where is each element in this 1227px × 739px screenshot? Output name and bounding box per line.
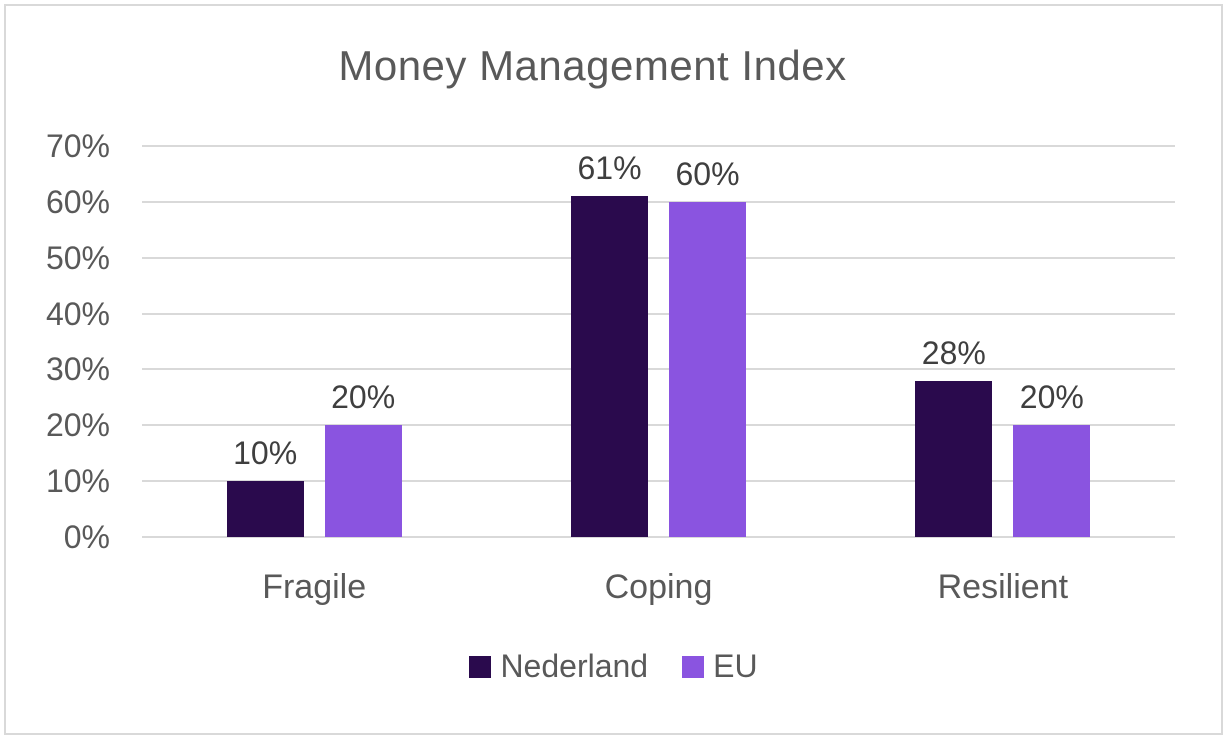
x-axis-label-Coping: Coping <box>604 568 713 606</box>
gridline-20% <box>142 424 1175 427</box>
data-label-EU-Coping: 60% <box>675 155 740 192</box>
legend-item-EU: EU <box>682 648 758 685</box>
bar-Nederland-Coping <box>571 196 648 537</box>
data-label-EU-Resilient: 20% <box>1019 379 1084 416</box>
legend-label: EU <box>713 648 758 684</box>
bar-EU-Fragile <box>324 425 402 537</box>
gridline-30% <box>142 368 1175 371</box>
gridline-50% <box>142 256 1175 259</box>
chart-title: Money Management Index <box>338 42 847 89</box>
legend-item-Nederland: Nederland <box>469 648 648 685</box>
bar-Nederland-Resilient <box>915 380 993 537</box>
y-axis-label: 40% <box>45 295 110 332</box>
legend-label: Nederland <box>500 648 649 684</box>
legend-swatch-icon <box>682 655 705 678</box>
y-axis-label: 10% <box>45 463 110 500</box>
bar-Nederland-Fragile <box>226 481 304 537</box>
data-label-Nederland-Resilient: 28% <box>921 334 986 371</box>
legend-swatch-icon <box>469 655 492 678</box>
x-axis-label-Resilient: Resilient <box>937 568 1069 606</box>
y-axis-label: 20% <box>45 407 110 444</box>
y-axis-label: 50% <box>45 239 110 276</box>
legend: Nederland EU <box>0 648 1227 685</box>
y-axis-label: 60% <box>45 183 110 220</box>
data-label-EU-Fragile: 20% <box>331 379 396 416</box>
y-axis-label: 30% <box>45 351 110 388</box>
gridline-60% <box>142 200 1175 203</box>
gridline-10% <box>142 480 1175 483</box>
bar-EU-Coping <box>669 201 746 537</box>
x-axis-label-Fragile: Fragile <box>262 568 367 606</box>
y-axis-label: 70% <box>45 128 110 164</box>
gridline-40% <box>142 312 1175 315</box>
y-axis-label: 0% <box>63 519 110 555</box>
data-label-Nederland-Coping: 61% <box>577 150 642 187</box>
bar-EU-Resilient <box>1013 425 1091 537</box>
gridline-70% <box>142 145 1175 147</box>
gridline-0% <box>142 536 1175 538</box>
data-label-Nederland-Fragile: 10% <box>233 435 298 472</box>
